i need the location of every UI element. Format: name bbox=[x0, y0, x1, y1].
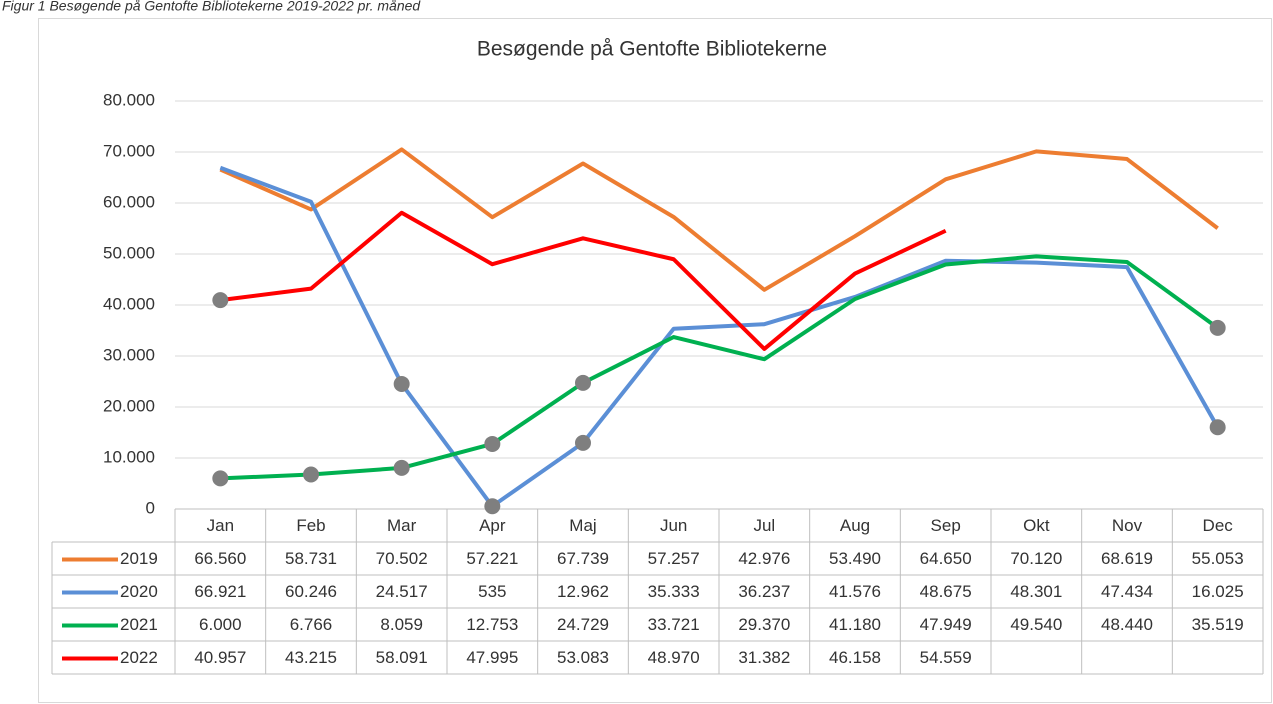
series-line bbox=[220, 210, 947, 351]
table-value: 54.559 bbox=[920, 648, 972, 667]
table-value: 57.221 bbox=[466, 549, 518, 568]
table-value: 535 bbox=[478, 582, 506, 601]
y-tick-label: 50.000 bbox=[103, 243, 155, 262]
figure-caption: Figur 1 Besøgende på Gentofte Biblioteke… bbox=[2, 0, 421, 14]
y-tick-label: 0 bbox=[146, 498, 155, 517]
table-value: 43.215 bbox=[285, 648, 337, 667]
table-value: 47.434 bbox=[1101, 582, 1153, 601]
y-tick-label: 70.000 bbox=[103, 141, 155, 160]
y-tick-label: 10.000 bbox=[103, 447, 155, 466]
table-value: 6.766 bbox=[290, 615, 333, 634]
highlight-marker bbox=[393, 375, 410, 392]
highlight-marker bbox=[212, 470, 229, 487]
y-tick-label: 60.000 bbox=[103, 192, 155, 211]
table-value: 47.995 bbox=[466, 648, 518, 667]
x-tick-label: Jun bbox=[660, 516, 687, 535]
table-value: 29.370 bbox=[738, 615, 790, 634]
table-value: 48.301 bbox=[1010, 582, 1062, 601]
table-value: 40.957 bbox=[194, 648, 246, 667]
highlight-marker bbox=[1209, 419, 1226, 436]
x-tick-label: Maj bbox=[569, 516, 596, 535]
highlight-marker bbox=[575, 434, 591, 451]
table-value: 46.158 bbox=[829, 648, 881, 667]
table-value: 53.083 bbox=[557, 648, 609, 667]
table-value: 48.440 bbox=[1101, 615, 1153, 634]
y-tick-label: 40.000 bbox=[103, 294, 155, 313]
y-tick-label: 30.000 bbox=[103, 345, 155, 364]
table-value: 70.502 bbox=[376, 549, 428, 568]
table-value: 55.053 bbox=[1192, 549, 1244, 568]
x-tick-label: Nov bbox=[1112, 516, 1143, 535]
table-value: 66.560 bbox=[194, 549, 246, 568]
x-tick-label: Sep bbox=[931, 516, 961, 535]
highlight-marker bbox=[1209, 319, 1226, 336]
table-value: 12.962 bbox=[557, 582, 609, 601]
highlight-marker bbox=[575, 374, 591, 391]
legend-label: 2022 bbox=[120, 648, 158, 667]
table-value: 24.517 bbox=[376, 582, 428, 601]
table-value: 64.650 bbox=[920, 549, 972, 568]
series-line bbox=[220, 254, 1219, 481]
table-value: 36.237 bbox=[738, 582, 790, 601]
x-tick-label: Okt bbox=[1023, 516, 1050, 535]
table-value: 35.333 bbox=[648, 582, 700, 601]
y-tick-label: 80.000 bbox=[103, 90, 155, 109]
x-tick-label: Jan bbox=[207, 516, 234, 535]
highlight-marker bbox=[303, 466, 319, 483]
table-value: 24.729 bbox=[557, 615, 609, 634]
chart-title: Besøgende på Gentofte Bibliotekerne bbox=[477, 38, 827, 61]
table-value: 67.739 bbox=[557, 549, 609, 568]
table-value: 6.000 bbox=[199, 615, 242, 634]
table-value: 49.540 bbox=[1010, 615, 1062, 634]
table-value: 41.180 bbox=[829, 615, 881, 634]
x-tick-label: Apr bbox=[479, 516, 506, 535]
table-value: 66.921 bbox=[194, 582, 246, 601]
table-value: 33.721 bbox=[648, 615, 700, 634]
y-tick-label: 20.000 bbox=[103, 396, 155, 415]
x-tick-label: Feb bbox=[296, 516, 325, 535]
highlight-marker bbox=[484, 435, 501, 452]
x-tick-label: Aug bbox=[840, 516, 870, 535]
table-value: 47.949 bbox=[920, 615, 972, 634]
table-value: 70.120 bbox=[1010, 549, 1062, 568]
table-value: 8.059 bbox=[380, 615, 423, 634]
table-value: 48.970 bbox=[648, 648, 700, 667]
table-value: 68.619 bbox=[1101, 549, 1153, 568]
legend-label: 2019 bbox=[120, 549, 158, 568]
highlight-marker bbox=[393, 459, 410, 476]
table-value: 31.382 bbox=[738, 648, 790, 667]
table-value: 58.731 bbox=[285, 549, 337, 568]
table-value: 16.025 bbox=[1192, 582, 1244, 601]
x-tick-label: Mar bbox=[387, 516, 417, 535]
series-line bbox=[219, 147, 1219, 292]
table-value: 57.257 bbox=[648, 549, 700, 568]
highlight-marker bbox=[484, 498, 501, 515]
table-value: 42.976 bbox=[738, 549, 790, 568]
table-value: 53.490 bbox=[829, 549, 881, 568]
table-value: 48.675 bbox=[920, 582, 972, 601]
series-line bbox=[219, 165, 1220, 509]
chart-frame bbox=[38, 18, 1272, 703]
table-value: 60.246 bbox=[285, 582, 337, 601]
table-value: 41.576 bbox=[829, 582, 881, 601]
x-tick-label: Dec bbox=[1203, 516, 1234, 535]
table-value: 12.753 bbox=[466, 615, 518, 634]
x-tick-label: Jul bbox=[753, 516, 775, 535]
table-value: 58.091 bbox=[376, 648, 428, 667]
highlight-marker bbox=[212, 292, 229, 309]
table-value: 35.519 bbox=[1192, 615, 1244, 634]
legend-label: 2020 bbox=[120, 582, 158, 601]
legend-label: 2021 bbox=[120, 615, 158, 634]
